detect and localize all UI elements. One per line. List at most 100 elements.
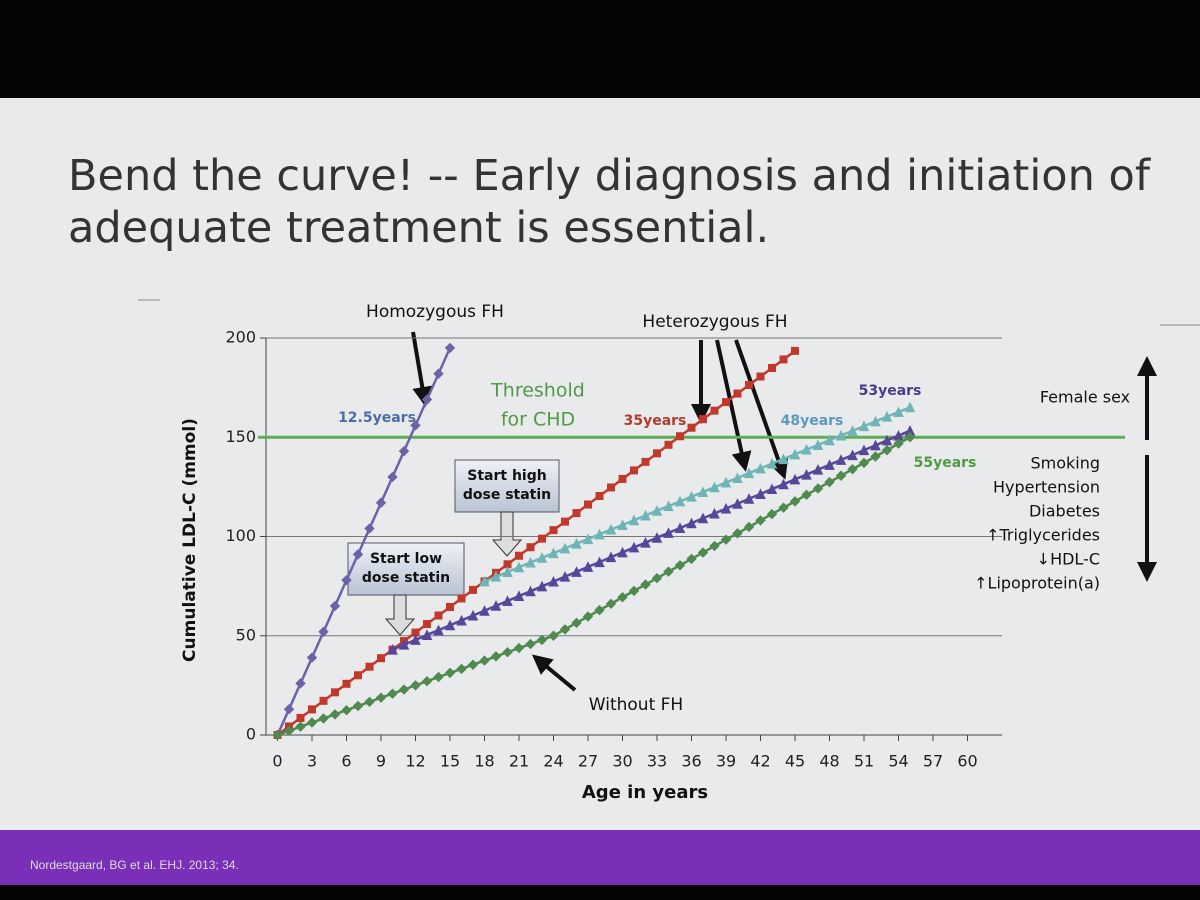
point <box>341 704 352 716</box>
point <box>296 713 305 722</box>
point <box>755 462 766 474</box>
point <box>628 541 640 553</box>
point <box>617 519 628 530</box>
point <box>423 620 431 629</box>
point <box>364 696 375 708</box>
annotation: Heterozygous FH <box>642 312 787 332</box>
x-tick-label: 60 <box>957 752 977 771</box>
point <box>605 551 617 563</box>
point <box>824 434 835 446</box>
point <box>743 467 755 479</box>
annotation: Homozygous FH <box>366 302 504 322</box>
point <box>791 346 799 355</box>
x-tick-label: 24 <box>543 752 563 771</box>
point <box>377 654 385 663</box>
point <box>778 478 789 490</box>
point <box>548 575 559 587</box>
point <box>434 611 443 620</box>
risk-factor: Diabetes <box>1029 502 1100 521</box>
x-tick-label: 15 <box>440 752 460 771</box>
risk-factor: ↑Triglycerides <box>986 526 1100 545</box>
x-tick-label: 57 <box>923 752 943 771</box>
point <box>536 580 548 592</box>
point <box>676 432 684 441</box>
annotation: dose statin <box>463 487 551 503</box>
citation: Nordestgaard, BG et al. EHJ. 2013; 34. <box>30 858 239 872</box>
y-tick-label: 200 <box>225 328 256 347</box>
point <box>904 432 916 443</box>
point <box>640 579 651 590</box>
point <box>699 415 707 424</box>
point <box>594 604 605 616</box>
point <box>318 713 329 724</box>
point <box>549 526 558 535</box>
annotation: 53years <box>859 383 922 399</box>
point <box>331 688 339 697</box>
point <box>697 512 709 524</box>
risk-factor: Smoking <box>1030 454 1100 473</box>
point <box>559 570 571 582</box>
point <box>641 457 650 466</box>
point <box>342 679 351 688</box>
point <box>559 624 571 635</box>
point <box>479 575 490 587</box>
point <box>605 523 617 535</box>
point <box>835 470 847 481</box>
point <box>308 705 316 714</box>
pointer <box>734 339 789 480</box>
series-line <box>276 349 796 737</box>
point <box>870 415 881 427</box>
point <box>617 592 628 603</box>
point <box>628 514 640 526</box>
point <box>548 630 559 641</box>
annotation: Threshold <box>490 380 585 402</box>
point <box>640 537 651 548</box>
x-axis-title: Age in years <box>582 782 708 803</box>
point <box>525 556 536 568</box>
annotation: 35years <box>624 413 687 429</box>
point <box>306 717 318 728</box>
point <box>329 600 341 612</box>
point <box>663 566 674 577</box>
risk-factor: Female sex <box>1040 388 1130 407</box>
point <box>893 438 904 449</box>
point <box>686 553 697 565</box>
statin-arrow <box>384 594 416 636</box>
point <box>515 551 523 560</box>
point <box>847 464 858 475</box>
point <box>354 671 362 680</box>
point <box>571 566 582 577</box>
annotation: dose statin <box>362 570 450 586</box>
point <box>352 549 364 560</box>
x-tick-label: 45 <box>785 752 805 771</box>
point <box>457 594 466 603</box>
point <box>697 486 709 498</box>
point <box>536 552 548 563</box>
pointer <box>531 654 577 692</box>
point <box>387 471 398 483</box>
point <box>720 476 732 488</box>
point <box>398 639 410 650</box>
point <box>571 617 582 629</box>
point <box>651 505 663 516</box>
point <box>479 655 490 666</box>
point <box>548 547 559 559</box>
point <box>444 667 456 679</box>
point <box>733 389 742 398</box>
risk-factor: ↓HDL-C <box>1037 550 1100 569</box>
x-tick-label: 12 <box>405 752 425 771</box>
point <box>526 543 535 552</box>
point <box>456 614 467 626</box>
point <box>686 517 697 529</box>
y-tick-label: 150 <box>225 427 256 446</box>
point <box>778 453 789 465</box>
x-tick-label: 9 <box>376 752 386 771</box>
point <box>858 420 870 432</box>
point <box>755 515 766 526</box>
point <box>743 493 755 504</box>
point <box>283 703 295 715</box>
point <box>398 684 410 695</box>
point <box>490 600 502 611</box>
point <box>824 459 835 470</box>
